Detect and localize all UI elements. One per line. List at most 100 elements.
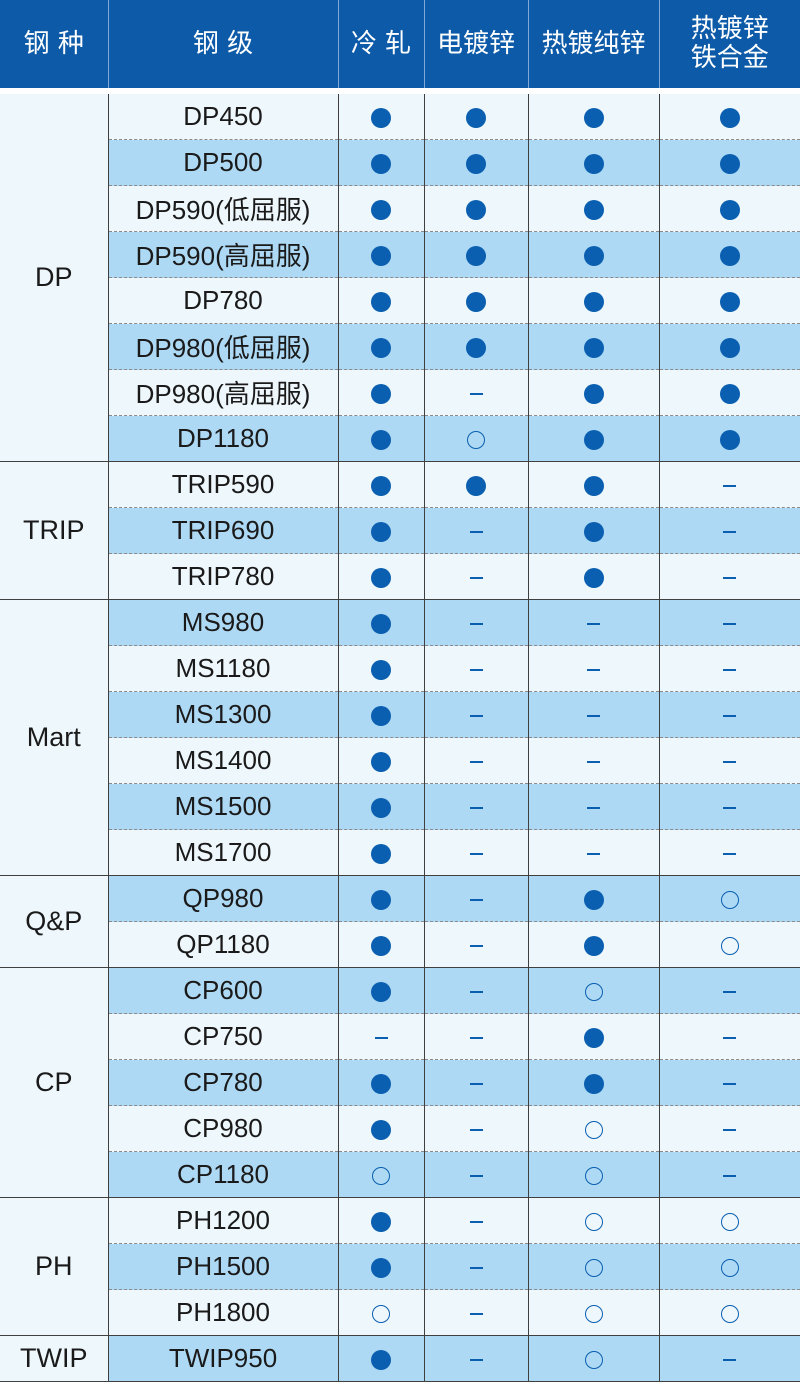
open-circle-icon [584,1351,603,1370]
table-row: DP590(高屈服) [0,231,800,278]
grade-cell: DP450 [107,94,338,140]
open-circle-icon [720,1305,739,1324]
electro-galvanized-cell [423,553,528,600]
filled-circle-icon [371,982,391,1003]
galvannealed-cell [658,1289,800,1336]
dash-icon [469,853,483,856]
filled-circle-icon [371,706,391,727]
cold-rolled-cell [337,553,424,600]
hot-dip-galvanized-cell [527,231,659,278]
grade-cell: TRIP690 [107,507,338,554]
open-circle-icon [720,937,739,956]
galvannealed-cell [658,645,800,692]
dash-icon [723,1359,737,1362]
steel-type-cell: PH [0,1197,108,1336]
table-row: CP CP600 [0,967,800,1198]
filled-circle-icon [371,338,391,359]
table-row: CP750 [0,1013,800,1060]
hot-dip-galvanized-cell [527,1197,659,1244]
hot-dip-galvanized-cell [527,967,659,1014]
galvannealed-cell [658,507,800,554]
electro-galvanized-cell [423,737,528,784]
galvannealed-cell [658,185,800,232]
filled-circle-icon [466,476,486,497]
open-circle-icon [372,1167,390,1186]
electro-galvanized-cell [423,1059,528,1106]
table-header: 钢 种 钢 级 冷 轧 电镀锌 热镀纯锌 热镀锌 铁合金 [0,0,800,88]
galvannealed-cell [658,691,800,738]
steel-type-cell: Mart [0,599,108,876]
electro-galvanized-cell [423,645,528,692]
header-galvannealed-line2: 铁合金 [690,43,769,73]
cold-rolled-cell [337,691,424,738]
cold-rolled-cell [337,1197,424,1244]
table-row: PH1500 [0,1243,800,1290]
table-row: TRIP780 [0,553,800,600]
grade-cell: MS980 [107,599,338,646]
cold-rolled-cell [337,1151,424,1198]
cold-rolled-cell [337,1059,424,1106]
hot-dip-galvanized-cell [527,737,659,784]
open-circle-icon [720,1213,739,1232]
filled-circle-icon [719,384,740,405]
grade-cell: MS1500 [107,783,338,830]
electro-galvanized-cell [423,1013,528,1060]
steel-type-cell: CP [0,967,108,1198]
hot-dip-galvanized-cell [527,323,659,370]
filled-circle-icon [583,936,604,957]
cold-rolled-cell [337,461,424,508]
filled-circle-icon [371,844,391,865]
table-row: Mart MS980 [0,599,800,876]
table-row: PH PH1200 [0,1197,800,1336]
electro-galvanized-cell [423,277,528,324]
hot-dip-galvanized-cell [527,553,659,600]
galvannealed-cell [658,599,800,646]
filled-circle-icon [719,154,740,175]
hot-dip-galvanized-cell [527,369,659,416]
hot-dip-galvanized-cell [527,1151,659,1198]
hot-dip-galvanized-cell [527,1013,659,1060]
grade-cell: MS1300 [107,691,338,738]
electro-galvanized-cell [423,1243,528,1290]
open-circle-icon [584,1167,603,1186]
filled-circle-icon [466,200,486,221]
open-circle-icon [720,1259,739,1278]
table-row: CP980 [0,1105,800,1152]
filled-circle-icon [371,1120,391,1141]
dash-icon [469,1313,483,1316]
table-row: QP1180 [0,921,800,968]
header-galvannealed-line1: 热镀锌 [690,14,769,44]
filled-circle-icon [371,476,391,497]
header-hot-dip-galvanized: 热镀纯锌 [527,0,659,88]
grade-cell: QP980 [107,875,338,922]
grade-cell: MS1180 [107,645,338,692]
hot-dip-galvanized-cell [527,1243,659,1290]
grade-cell: DP1180 [107,415,338,462]
electro-galvanized-cell [423,323,528,370]
filled-circle-icon [719,200,740,221]
dash-icon [469,1267,483,1270]
table-body: DP DP450 DP500 DP590(低屈服) DP590(高屈服) DP780 DP9… [0,88,800,1382]
filled-circle-icon [371,154,391,175]
filled-circle-icon [466,338,486,359]
dash-icon [723,1129,737,1132]
grade-cell: CP980 [107,1105,338,1152]
cold-rolled-cell [337,921,424,968]
filled-circle-icon [583,292,604,313]
electro-galvanized-cell [423,829,528,876]
electro-galvanized-cell [423,1151,528,1198]
electro-galvanized-cell [423,94,528,140]
galvannealed-cell [658,1105,800,1152]
filled-circle-icon [371,292,391,313]
grade-cell: CP1180 [107,1151,338,1198]
dash-icon [723,485,737,488]
table-row: DP780 [0,277,800,324]
dash-icon [469,531,483,534]
table-row: DP1180 [0,415,800,462]
steel-type-cell: TWIP [0,1335,108,1382]
hot-dip-galvanized-cell [527,139,659,186]
galvannealed-cell [658,323,800,370]
hot-dip-galvanized-cell [527,1059,659,1106]
dash-icon [469,623,483,626]
filled-circle-icon [583,246,604,267]
